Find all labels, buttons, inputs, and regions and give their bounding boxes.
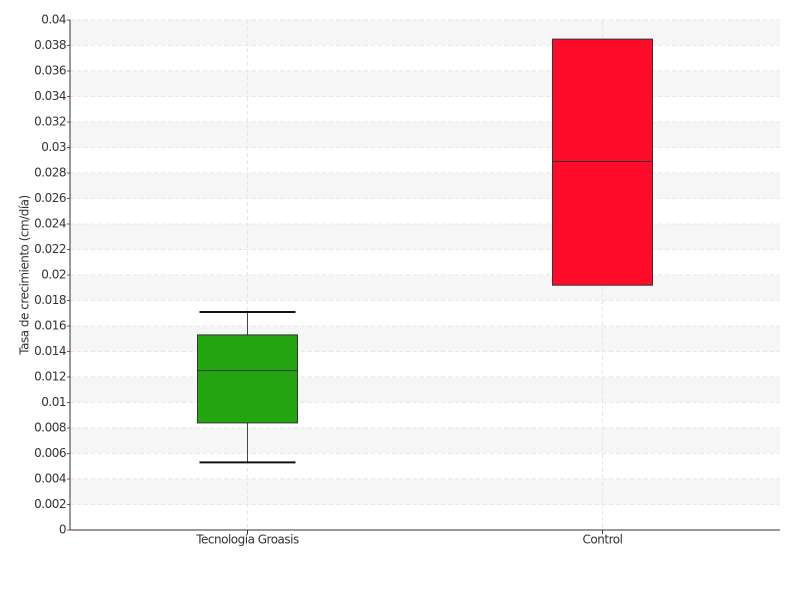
grid-band [70, 122, 780, 148]
x-tick-label: Control [583, 533, 623, 547]
grid-band [70, 326, 780, 352]
y-tick-label: 0.028 [34, 166, 66, 180]
grid-band [70, 377, 780, 403]
y-tick-label: 0.022 [34, 242, 66, 256]
y-tick-label: 0 [59, 523, 66, 537]
y-tick-label: 0.034 [34, 89, 66, 103]
grid-band [70, 20, 780, 46]
y-tick-label: 0.006 [34, 446, 66, 460]
y-tick-label: 0.014 [34, 344, 66, 358]
y-tick-label: 0.026 [34, 191, 66, 205]
y-tick-label: 0.012 [34, 370, 66, 384]
y-tick-label: 0.002 [34, 497, 66, 511]
grid-band [70, 173, 780, 199]
grid-band [70, 479, 780, 505]
y-tick-label: 0.038 [34, 38, 66, 52]
y-axis-label: Tasa de crecimiento (cm/día) [18, 195, 32, 355]
grid-band [70, 71, 780, 97]
x-tick-label: Tecnología Groasis [195, 533, 299, 547]
y-tick-label: 0.016 [34, 319, 66, 333]
y-tick-label: 0.01 [41, 395, 66, 409]
grid-band [70, 224, 780, 250]
grid-band [70, 275, 780, 301]
box [197, 334, 298, 424]
y-tick-label: 0.024 [34, 217, 66, 231]
y-tick-label: 0.02 [41, 268, 66, 282]
y-tick-label: 0.032 [34, 115, 66, 129]
box [552, 38, 653, 286]
y-tick-label: 0.03 [41, 140, 66, 154]
y-tick-label: 0.008 [34, 421, 66, 435]
y-tick-label: 0.036 [34, 64, 66, 78]
grid-band [70, 428, 780, 454]
y-tick-label: 0.004 [34, 472, 66, 486]
y-tick-label: 0.018 [34, 293, 66, 307]
y-tick-label: 0.04 [41, 13, 66, 27]
